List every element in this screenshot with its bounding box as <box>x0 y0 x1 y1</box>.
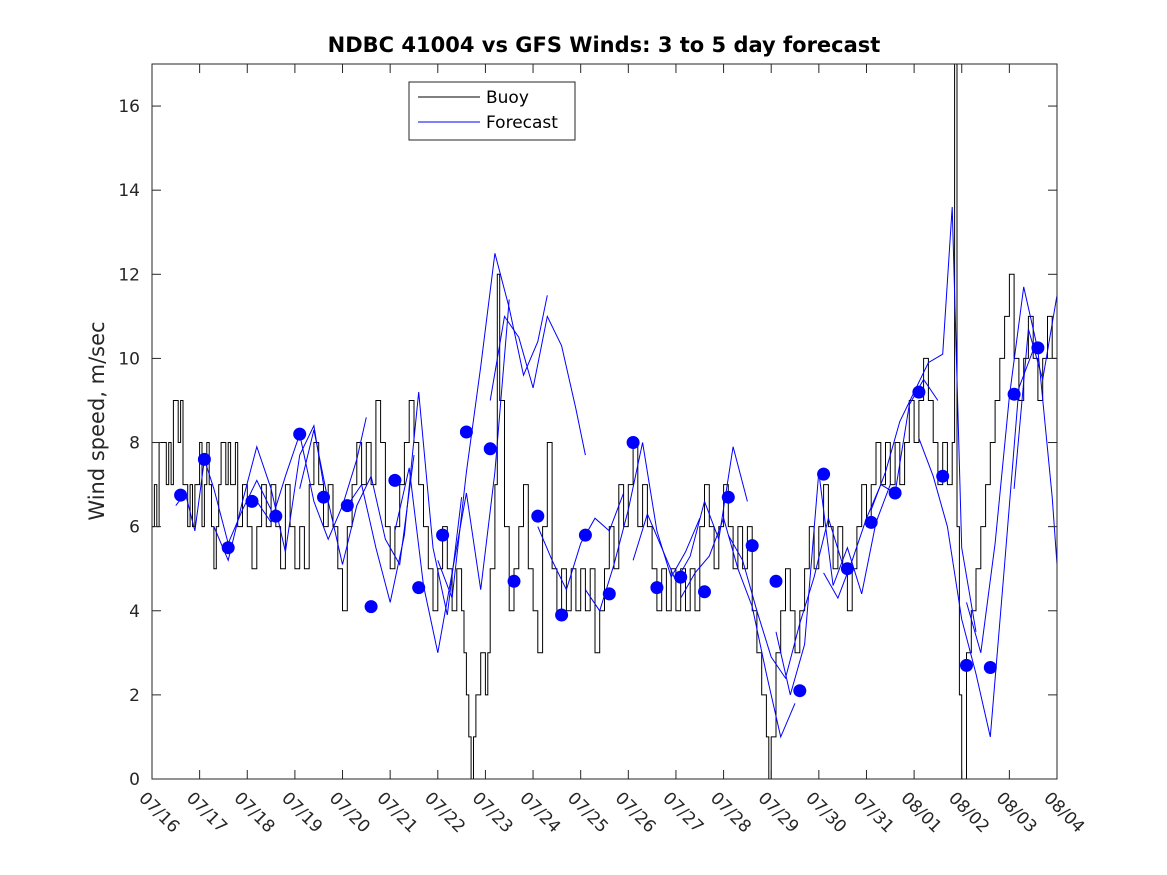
forecast-line-8 <box>489 314 586 456</box>
legend-box <box>408 81 576 141</box>
buoy-line <box>152 64 1057 779</box>
forecast-marker-7 <box>317 490 330 504</box>
forecast-line-16 <box>870 206 977 632</box>
forecast-marker-30 <box>864 515 878 529</box>
forecast-line-17 <box>918 349 1034 738</box>
forecast-marker-23 <box>698 585 711 599</box>
forecast-marker-1 <box>174 488 188 502</box>
forecast-line-3 <box>256 417 367 541</box>
forecast-marker-2 <box>197 452 211 466</box>
y-tick-label: 14 <box>118 181 140 201</box>
forecast-marker-29 <box>840 562 854 576</box>
y-tick-label: 0 <box>129 770 140 790</box>
forecast-marker-20 <box>626 436 640 449</box>
forecast-line-6 <box>394 299 510 653</box>
forecast-marker-13 <box>459 425 473 439</box>
forecast-line-7 <box>437 253 548 599</box>
forecast-markers <box>174 341 1045 698</box>
forecast-marker-8 <box>340 499 354 513</box>
forecast-marker-5 <box>269 509 283 523</box>
axes <box>151 63 1058 780</box>
forecast-marker-18 <box>578 528 592 542</box>
forecast-marker-19 <box>602 587 616 601</box>
forecast-marker-24 <box>721 490 735 504</box>
forecast-marker-14 <box>483 442 497 456</box>
legend-forecast-label: Forecast <box>486 113 558 133</box>
forecast-marker-4 <box>245 494 259 508</box>
forecast-line-4 <box>299 429 415 567</box>
forecast-marker-17 <box>555 608 569 622</box>
forecast-line-1 <box>175 459 272 546</box>
forecast-line-13 <box>727 516 844 680</box>
forecast-marker-28 <box>817 467 831 481</box>
chart-title: NDBC 41004 vs GFS Winds: 3 to 5 day fore… <box>328 33 881 57</box>
legend: Buoy Forecast <box>408 81 576 141</box>
forecast-marker-31 <box>888 486 902 500</box>
axes-box <box>151 63 1058 780</box>
forecast-marker-10 <box>388 473 402 487</box>
forecast-line-12 <box>680 516 796 739</box>
forecast-line-5 <box>346 392 463 616</box>
y-axis-label: Wind speed, m/sec <box>85 321 109 520</box>
forecast-marker-16 <box>531 509 545 523</box>
forecast-marker-22 <box>674 570 688 584</box>
y-tick-label: 8 <box>129 434 140 454</box>
forecast-marker-37 <box>1031 341 1045 355</box>
legend-buoy-label: Buoy <box>486 88 529 108</box>
plot-area <box>152 64 1057 779</box>
y-tick-labels: 0 2 4 6 8 10 12 14 16 <box>118 97 140 790</box>
forecast-marker-26 <box>769 574 783 588</box>
forecast-marker-35 <box>983 661 997 674</box>
forecast-marker-25 <box>745 539 759 553</box>
forecast-marker-3 <box>221 541 235 555</box>
forecast-marker-6 <box>293 427 307 441</box>
forecast-marker-32 <box>912 385 926 399</box>
forecast-marker-34 <box>960 658 973 672</box>
forecast-line-9 <box>537 492 625 592</box>
forecast-marker-27 <box>793 684 807 698</box>
forecast-line-19 <box>1013 295 1057 489</box>
forecast-marker-9 <box>364 600 378 614</box>
forecast-marker-12 <box>436 528 450 542</box>
forecast-marker-36 <box>1007 387 1021 401</box>
forecast-line-11 <box>632 446 748 583</box>
forecast-line-14 <box>775 471 891 696</box>
forecast-marker-11 <box>412 581 426 595</box>
y-tick-label: 10 <box>118 349 140 369</box>
buoy-series <box>152 64 1057 779</box>
forecast-line-18 <box>966 286 1057 653</box>
forecast-marker-21 <box>650 581 664 595</box>
forecast-series <box>175 206 1057 739</box>
y-tick-label: 4 <box>129 602 140 622</box>
forecast-marker-33 <box>936 469 950 483</box>
y-tick-label: 6 <box>129 518 140 538</box>
y-tick-label: 16 <box>118 97 140 117</box>
forecast-line-2 <box>213 424 324 562</box>
y-tick-label: 12 <box>118 265 140 285</box>
forecast-marker-15 <box>507 574 521 588</box>
y-tick-label: 2 <box>129 686 140 706</box>
